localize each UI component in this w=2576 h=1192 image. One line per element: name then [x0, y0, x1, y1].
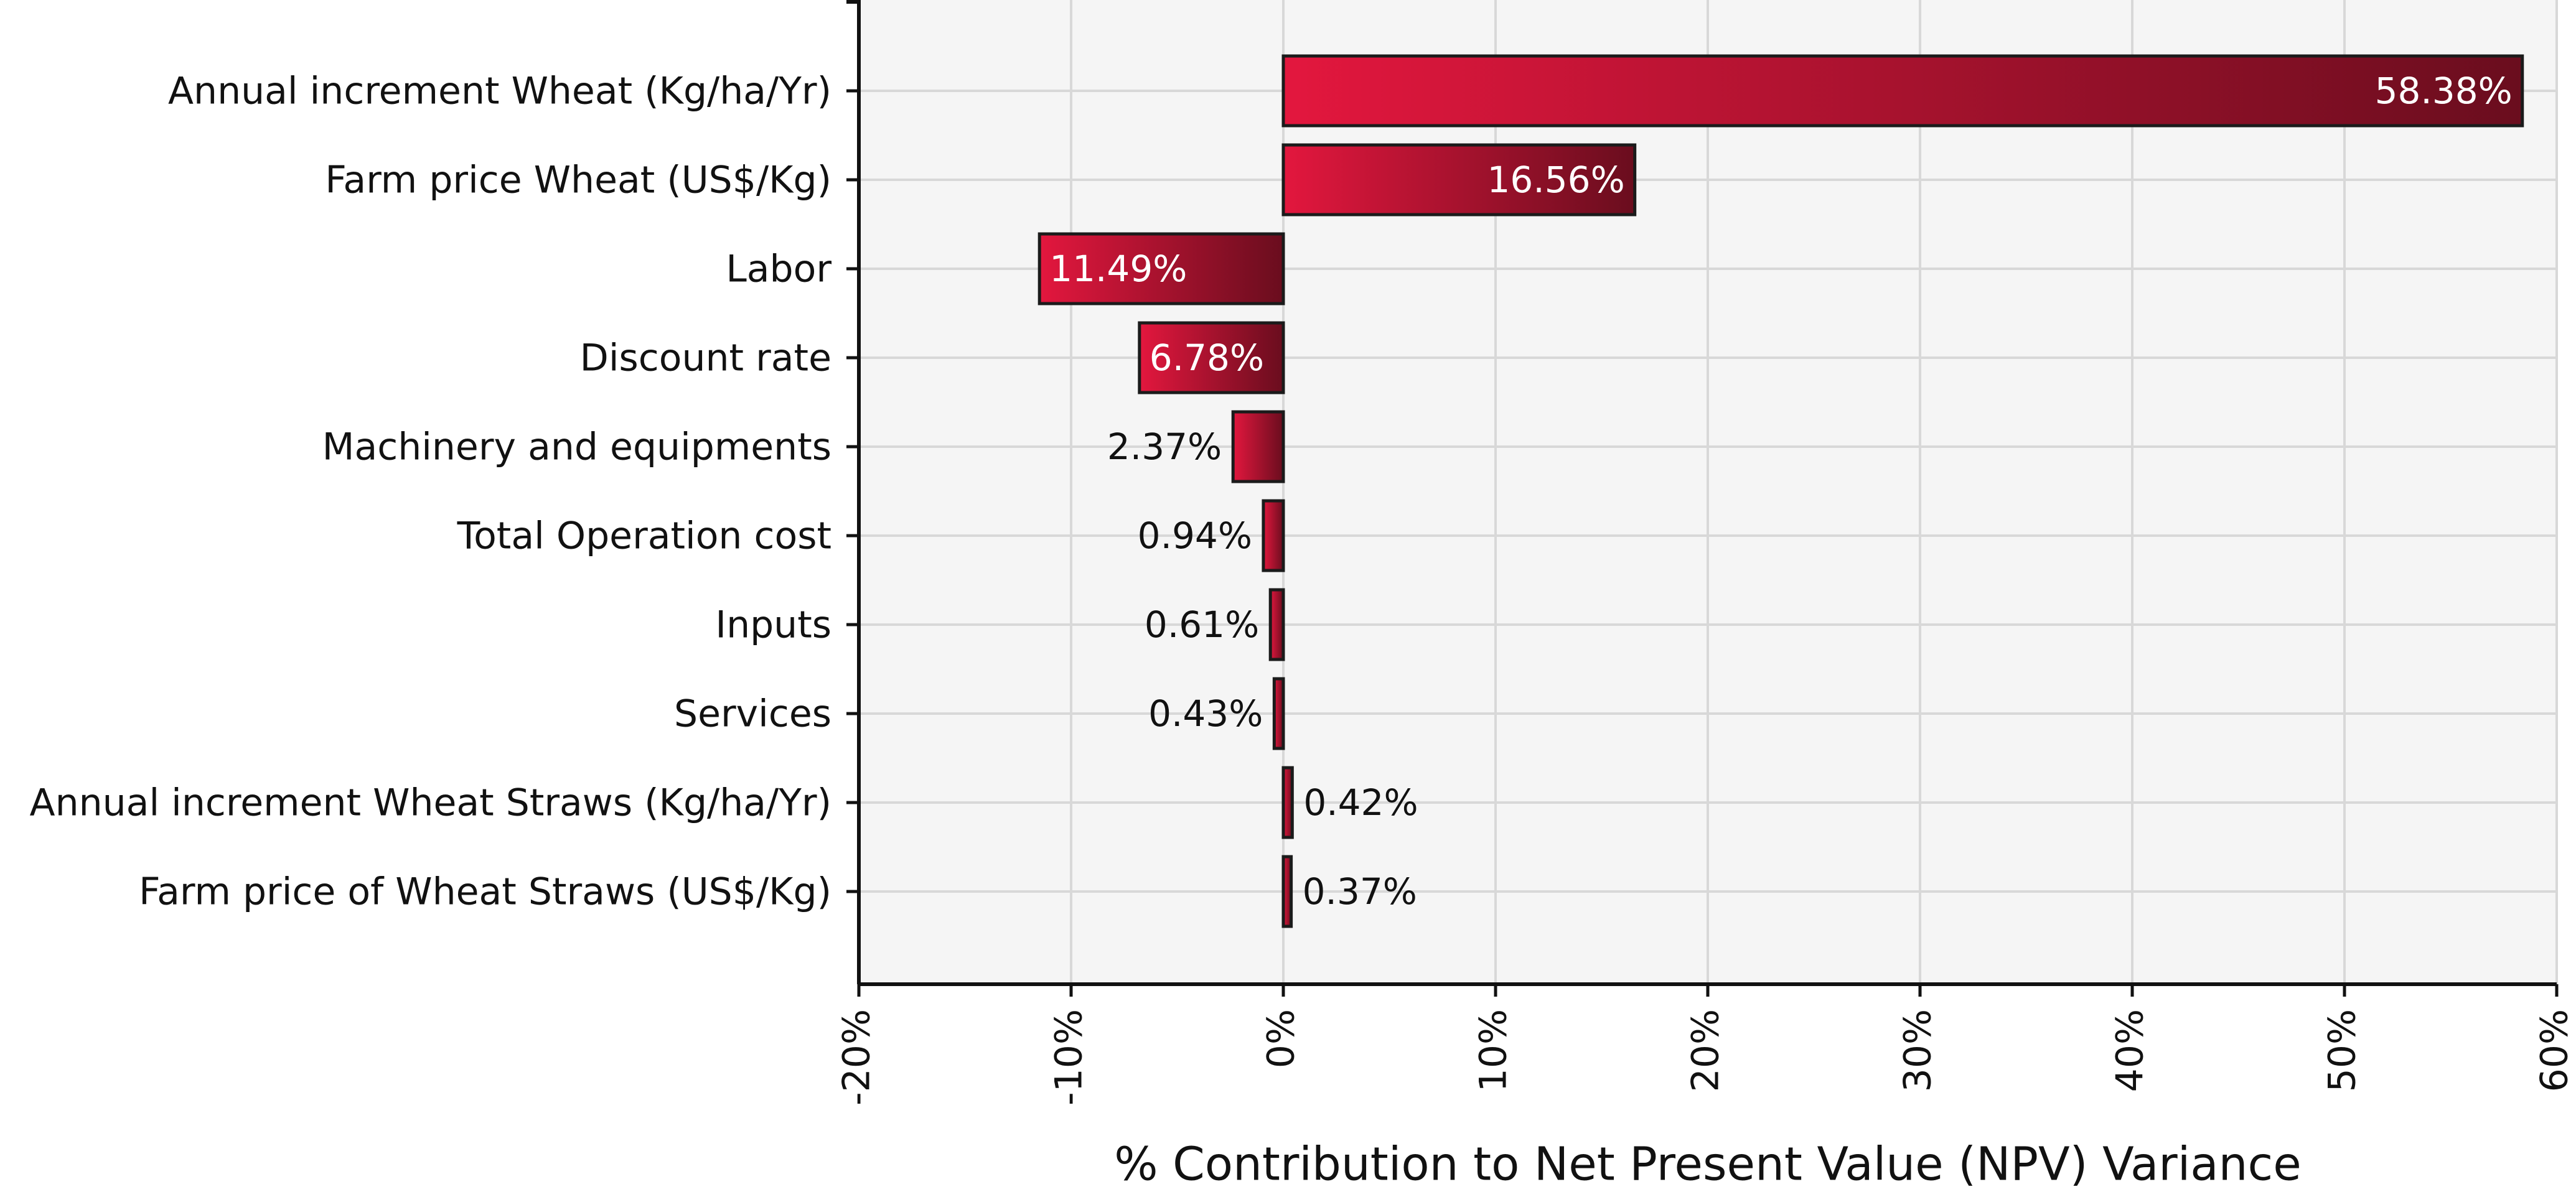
bars-layer: 58.38% 16.56% 11.49% 6.78% 2.37% 0.94% 0.61% 0.… — [1037, 54, 2524, 928]
data-label: 16.56% — [1487, 159, 1625, 201]
x-tick-label: 40% — [2109, 1009, 2152, 1092]
axis-layer: -20% -10% 0% 10% 20% 30% 40% 50% 60% — [835, 0, 2576, 1106]
x-tick-label: -10% — [1047, 1009, 1091, 1106]
x-tick-label: 60% — [2533, 1009, 2576, 1092]
data-label: 0.37% — [1303, 870, 1417, 913]
bar — [1281, 855, 1293, 928]
x-tick-label: 10% — [1472, 1009, 1515, 1092]
data-label: 0.43% — [1148, 692, 1263, 735]
bar — [1272, 677, 1285, 750]
category-label: Farm price Wheat (US$/Kg) — [325, 159, 831, 202]
x-tick-label: 0% — [1260, 1009, 1303, 1068]
data-label: 11.49% — [1049, 248, 1187, 290]
bar — [1231, 410, 1285, 483]
data-label: 2.37% — [1107, 426, 1222, 468]
category-label: Total Operation cost — [457, 515, 831, 558]
bar — [1281, 54, 2524, 128]
bar — [1037, 232, 1285, 305]
bar — [1138, 321, 1285, 394]
data-label: 0.94% — [1138, 515, 1252, 557]
bar — [1281, 143, 1637, 217]
category-label: Labor — [726, 248, 831, 291]
bar — [1281, 766, 1294, 839]
bar — [1262, 499, 1285, 572]
x-axis-title: % Contribution to Net Present Value (NPV… — [1114, 1138, 2302, 1191]
category-label: Annual increment Wheat (Kg/ha/Yr) — [168, 70, 831, 113]
data-label: 6.78% — [1150, 337, 1264, 379]
category-label: Farm price of Wheat Straws (US$/Kg) — [139, 870, 831, 914]
category-label: Inputs — [715, 603, 831, 647]
bar — [1268, 588, 1285, 661]
data-label: 0.42% — [1303, 781, 1418, 824]
data-label: 0.61% — [1145, 603, 1259, 646]
x-tick-label: 50% — [2321, 1009, 2364, 1092]
x-tick-label: 20% — [1684, 1009, 1728, 1092]
category-label: Discount rate — [580, 337, 831, 380]
data-label: 58.38% — [2375, 70, 2513, 112]
category-labels-layer: Annual increment Wheat (Kg/ha/Yr) Farm pr… — [30, 70, 859, 914]
category-label: Annual increment Wheat Straws (Kg/ha/Yr) — [30, 781, 831, 825]
x-tick-label: 30% — [1896, 1009, 1940, 1092]
x-tick-label: -20% — [835, 1009, 879, 1106]
category-label: Machinery and equipments — [322, 426, 831, 469]
category-label: Services — [674, 692, 831, 736]
